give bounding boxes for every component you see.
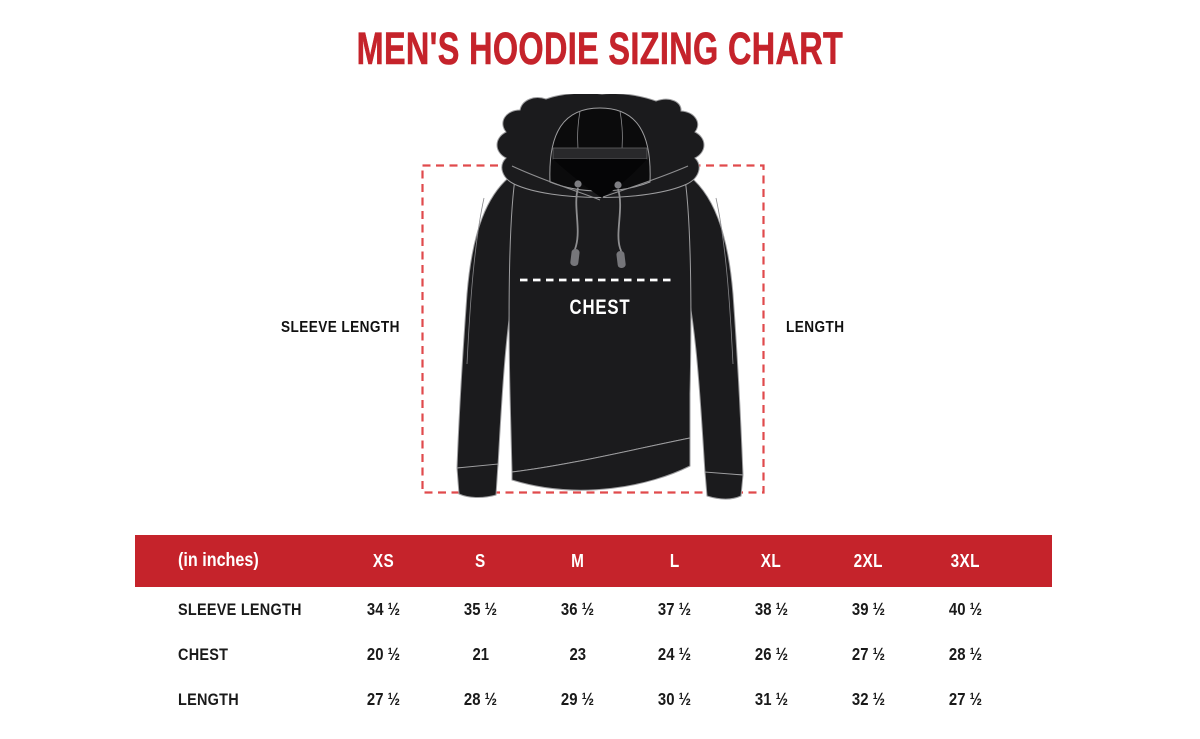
unit-label: (in inches)	[178, 550, 259, 571]
row-label: CHEST	[178, 644, 229, 664]
size-value: 36 ½	[560, 599, 595, 619]
size-value: 30 ½	[657, 689, 692, 709]
size-value: 21	[472, 644, 489, 664]
size-value: 27 ½	[948, 689, 983, 709]
size-value: 31 ½	[754, 689, 789, 709]
column-header-l: L	[669, 550, 680, 571]
table-row: LENGTH 27 ½ 28 ½ 29 ½ 30 ½ 31 ½ 32 ½ 27 ½	[135, 677, 1052, 722]
size-value: 38 ½	[754, 599, 789, 619]
measurement-dashed-box	[421, 164, 765, 494]
row-label: LENGTH	[178, 689, 239, 709]
size-table: (in inches) XS S M L XL 2XL 3XL SLEEVE LENGTH 34…	[135, 535, 1052, 722]
right-cuff	[704, 471, 744, 500]
hoodie-figure: CHEST SLEEVE LENGTH LENGTH	[281, 94, 845, 500]
size-value: 37 ½	[657, 599, 692, 619]
size-value: 20 ½	[366, 644, 401, 664]
chest-label: CHEST	[570, 296, 631, 319]
size-value: 39 ½	[851, 599, 886, 619]
torso	[508, 171, 692, 473]
size-value: 29 ½	[560, 689, 595, 709]
size-value: 35 ½	[463, 599, 498, 619]
column-header-2xl: 2XL	[853, 550, 884, 571]
table-body: SLEEVE LENGTH 34 ½ 35 ½ 36 ½ 37 ½ 38 ½ 39 ½ 40 …	[135, 587, 1052, 722]
table-header-row: (in inches) XS S M L XL 2XL 3XL	[135, 535, 1052, 587]
column-header-xs: XS	[372, 550, 395, 571]
size-value: 23	[569, 644, 586, 664]
size-value: 34 ½	[366, 599, 401, 619]
row-label: SLEEVE LENGTH	[178, 599, 302, 619]
column-header-xl: XL	[761, 550, 782, 571]
length-label: LENGTH	[786, 319, 845, 336]
table-row: SLEEVE LENGTH 34 ½ 35 ½ 36 ½ 37 ½ 38 ½ 39 ½ 40 …	[135, 587, 1052, 632]
size-value: 32 ½	[851, 689, 886, 709]
column-header-m: M	[570, 550, 585, 571]
size-value: 28 ½	[463, 689, 498, 709]
size-value: 40 ½	[948, 599, 983, 619]
column-header-s: S	[475, 550, 486, 571]
size-value: 24 ½	[657, 644, 692, 664]
hem-band	[511, 437, 691, 491]
sleeve-length-label: SLEEVE LENGTH	[281, 319, 400, 336]
page-title: MEN'S HOODIE SIZING CHART	[356, 23, 844, 74]
size-value: 28 ½	[948, 644, 983, 664]
hoodie-illustration: CHEST	[456, 94, 744, 500]
size-value: 27 ½	[366, 689, 401, 709]
size-value: 27 ½	[851, 644, 886, 664]
table-row: CHEST 20 ½ 21 23 24 ½ 26 ½ 27 ½ 28 ½	[135, 632, 1052, 677]
column-header-3xl: 3XL	[950, 550, 981, 571]
size-value: 26 ½	[754, 644, 789, 664]
left-cuff	[456, 463, 499, 498]
